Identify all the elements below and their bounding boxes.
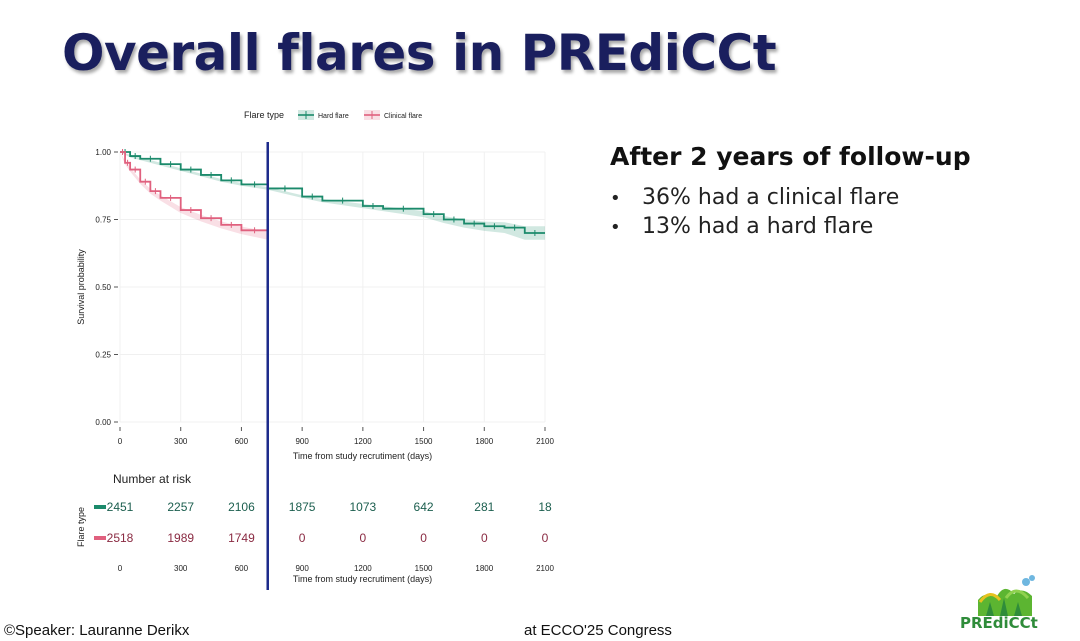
survival-chart: 0.00 0.25 0.50 0.75 1.00 0 300 600 900 1200 1500 18… bbox=[76, 110, 554, 590]
risk-count: 2257 bbox=[167, 500, 194, 514]
risk-count: 0 bbox=[299, 531, 306, 545]
x-tick-label: 900 bbox=[295, 437, 309, 446]
footer-congress: at ECCO'25 Congress bbox=[524, 622, 672, 639]
predicct-logo: PREdiCCt bbox=[956, 572, 1052, 634]
risk-table-ylabel: Flare type bbox=[76, 507, 86, 547]
risk-count: 1989 bbox=[167, 531, 194, 545]
x-tick-label: 600 bbox=[235, 437, 249, 446]
y-tick-label: 0.75 bbox=[95, 216, 111, 225]
x-tick-label: 1800 bbox=[475, 437, 493, 446]
y-tick-label: 0.25 bbox=[95, 351, 111, 360]
footer-speaker: ©Speaker: Lauranne Derikx bbox=[4, 622, 190, 639]
logo-text: PREdiCCt bbox=[960, 614, 1038, 632]
legend-label-clinical: Clinical flare bbox=[384, 113, 422, 120]
y-tick-label: 0.50 bbox=[95, 283, 111, 292]
risk-x-tick-label: 600 bbox=[235, 564, 249, 573]
risk-x-tick-label: 900 bbox=[295, 564, 309, 573]
legend-label-hard: Hard flare bbox=[318, 113, 349, 120]
risk-x-tick-label: 1800 bbox=[475, 564, 493, 573]
summary-list: • 36% had a clinical flare • 13% had a har… bbox=[610, 185, 971, 239]
summary-heading: After 2 years of follow-up bbox=[610, 142, 971, 171]
summary-bullet-text: 13% had a hard flare bbox=[642, 214, 874, 239]
ci-band-hard bbox=[120, 152, 545, 240]
summary-bullet-text: 36% had a clinical flare bbox=[642, 185, 900, 210]
risk-table-title: Number at risk bbox=[113, 472, 192, 486]
bullet-dot-icon: • bbox=[610, 217, 621, 238]
risk-x-tick-label: 300 bbox=[174, 564, 188, 573]
risk-count: 1073 bbox=[350, 500, 377, 514]
risk-count: 1749 bbox=[228, 531, 255, 545]
y-tick-label: 0.00 bbox=[95, 418, 111, 427]
x-tick-label: 2100 bbox=[536, 437, 554, 446]
legend-title: Flare type bbox=[244, 110, 284, 120]
x-axis-label: Time from study recrutiment (days) bbox=[293, 451, 432, 461]
risk-count: 2518 bbox=[107, 531, 134, 545]
risk-x-tick-label: 2100 bbox=[536, 564, 554, 573]
risk-x-tick-label: 1200 bbox=[354, 564, 372, 573]
risk-count: 0 bbox=[481, 531, 488, 545]
bullet-dot-icon: • bbox=[610, 188, 621, 209]
risk-x-tick-label: 1500 bbox=[415, 564, 433, 573]
risk-x-tick-label: 0 bbox=[118, 564, 123, 573]
risk-count: 0 bbox=[420, 531, 427, 545]
logo-graphic-icon bbox=[978, 575, 1035, 616]
summary-bullet: • 36% had a clinical flare bbox=[610, 185, 971, 210]
risk-count: 281 bbox=[474, 500, 494, 514]
x-tick-label: 0 bbox=[118, 437, 123, 446]
ci-band-clinical bbox=[120, 152, 268, 240]
risk-count: 1875 bbox=[289, 500, 316, 514]
risk-count: 18 bbox=[538, 500, 552, 514]
risk-count: 2106 bbox=[228, 500, 255, 514]
series-line-clinical bbox=[120, 151, 269, 236]
risk-count: 642 bbox=[414, 500, 434, 514]
y-tick-label: 1.00 bbox=[95, 148, 111, 157]
risk-count: 0 bbox=[542, 531, 549, 545]
y-axis-label: Survival probability bbox=[76, 249, 86, 325]
x-tick-label: 300 bbox=[174, 437, 188, 446]
summary-bullet: • 13% had a hard flare bbox=[610, 214, 971, 239]
slide-title: Overall flares in PREdiCCt bbox=[62, 24, 777, 82]
series-line-hard bbox=[120, 151, 545, 234]
risk-count: 2451 bbox=[107, 500, 134, 514]
risk-count: 0 bbox=[360, 531, 367, 545]
risk-x-axis-label: Time from study recrutiment (days) bbox=[293, 574, 432, 584]
x-tick-label: 1200 bbox=[354, 437, 372, 446]
x-tick-label: 1500 bbox=[415, 437, 433, 446]
summary-block: After 2 years of follow-up • 36% had a cl… bbox=[610, 142, 971, 243]
